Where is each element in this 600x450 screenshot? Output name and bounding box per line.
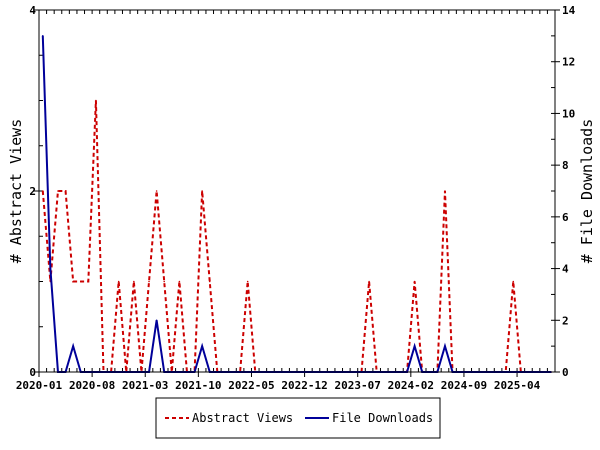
x-tick-label: 2024-09: [441, 379, 487, 392]
data-point-abstract-views: [72, 280, 74, 283]
tick-labels: 2020-01 2020-08 2021-03 2021-10 2022-05 2022-…: [16, 4, 576, 392]
data-point-abstract-views: [57, 190, 59, 192]
x-tick-label: 2022-05: [228, 379, 274, 392]
data-point-abstract-views: [201, 190, 203, 192]
data-point-file-downloads: [155, 319, 158, 322]
x-tick-label: 2022-12: [281, 379, 327, 392]
y-tick-label: 4: [29, 4, 36, 17]
y2-tick-label: 12: [562, 56, 575, 69]
data-point-abstract-views: [41, 190, 44, 192]
data-point-abstract-views: [163, 280, 166, 283]
data-point-abstract-views: [95, 99, 97, 102]
x-tick-label: 2021-03: [122, 379, 168, 392]
y-tick-label: 2: [29, 185, 36, 198]
y2-tick-label: 6: [562, 211, 569, 224]
tick-marks: [34, 9, 560, 377]
series-line-file-downloads: [41, 35, 552, 373]
x-tick-label: 2023-07: [335, 379, 381, 392]
data-point-abstract-views: [512, 280, 515, 283]
data-point-file-downloads: [49, 267, 52, 270]
data-point-abstract-views: [368, 280, 370, 283]
series-lines: [41, 35, 553, 373]
y2-tick-label: 10: [562, 107, 575, 120]
y2-axis-title: # File Downloads: [578, 119, 596, 264]
y-axis-title: # Abstract Views: [7, 119, 25, 264]
x-tick-label: 2024-02: [388, 379, 434, 392]
data-point-abstract-views: [155, 190, 158, 192]
x-tick-label: 2020-08: [69, 379, 115, 392]
data-point-abstract-views: [178, 280, 181, 283]
data-point-abstract-views: [87, 280, 90, 283]
y2-tick-label: 0: [562, 366, 569, 379]
y-tick-label: 0: [29, 366, 36, 379]
x-tick-label: 2025-04: [494, 379, 541, 392]
data-point-abstract-views: [413, 280, 416, 283]
y2-tick-label: 8: [562, 159, 569, 172]
data-point-abstract-views: [133, 280, 135, 283]
data-point-abstract-views: [444, 190, 446, 192]
legend: Abstract Views File Downloads: [155, 397, 441, 439]
data-point-abstract-views: [246, 280, 249, 283]
data-point-file-downloads: [41, 35, 44, 37]
data-point-abstract-views: [148, 280, 150, 283]
data-point-file-downloads: [413, 345, 416, 347]
data-point-file-downloads: [444, 345, 446, 347]
data-point-abstract-views: [117, 280, 120, 283]
x-tick-label: 2020-01: [16, 379, 63, 392]
data-point-abstract-views: [79, 280, 82, 283]
data-point-abstract-views: [64, 190, 67, 192]
data-point-abstract-views: [208, 280, 211, 283]
y2-tick-label: 4: [562, 263, 569, 276]
x-tick-label: 2021-10: [175, 379, 221, 392]
plot-frame: [38, 9, 556, 373]
legend-label-file-downloads: File Downloads: [332, 411, 433, 425]
data-point-file-downloads: [72, 345, 74, 347]
data-point-file-downloads: [201, 345, 203, 347]
y2-tick-label: 14: [562, 4, 576, 17]
series-line-abstract-views: [41, 100, 552, 373]
legend-box: [155, 397, 441, 439]
legend-label-abstract-views: Abstract Views: [192, 411, 293, 425]
y2-tick-label: 2: [562, 314, 569, 327]
